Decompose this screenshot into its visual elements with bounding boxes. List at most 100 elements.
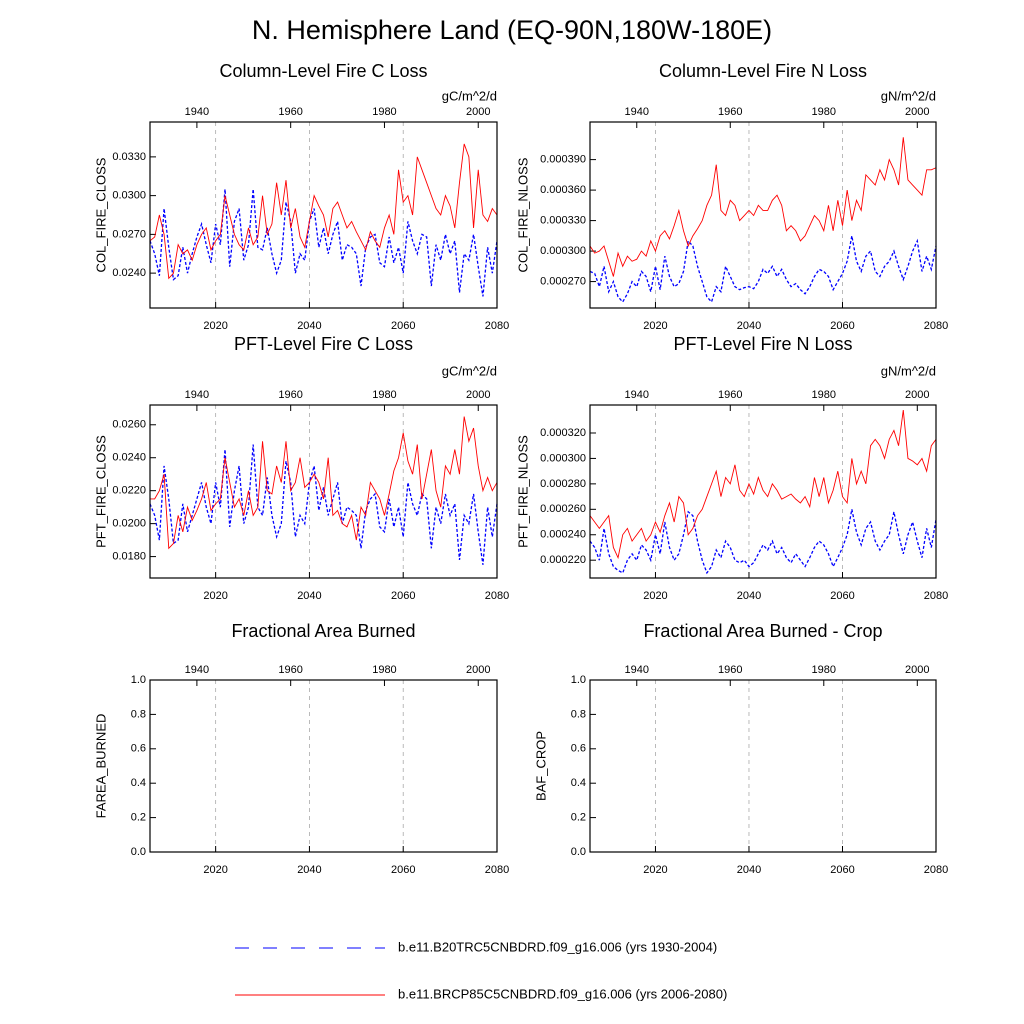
x2-tick-label: 1980 [812, 664, 836, 676]
x2-tick-label: 1960 [718, 106, 742, 118]
x2-tick-label: 1940 [185, 664, 209, 676]
series-line [149, 143, 498, 280]
y-tick-label: 0.2 [571, 812, 586, 824]
y-tick-label: 0.4 [131, 777, 146, 789]
y-tick-label: 1.0 [571, 674, 586, 686]
units-label: gN/m^2/d [881, 88, 936, 103]
plot-frame [149, 679, 498, 853]
series-line [589, 410, 937, 560]
x-tick-label: 2080 [485, 320, 509, 332]
y-tick-label: 0.0220 [112, 485, 146, 497]
series-line [149, 189, 498, 297]
x2-tick-label: 1980 [812, 389, 836, 401]
x-tick-label: 2080 [485, 590, 509, 602]
y-tick-label: 0.0180 [112, 550, 146, 562]
x2-tick-label: 2000 [905, 389, 929, 401]
x-tick-label: 2020 [643, 320, 667, 332]
y-tick-label: 0.000280 [540, 478, 586, 490]
series-line [150, 416, 498, 550]
y-tick-label: 0.000240 [540, 529, 586, 541]
y-axis-label: PFT_FIRE_NLOSS [515, 435, 530, 548]
x-tick-label: 2040 [297, 320, 321, 332]
y-tick-label: 0.000330 [540, 214, 586, 226]
x2-tick-label: 2000 [466, 389, 490, 401]
y-tick-label: 0.000220 [540, 554, 586, 566]
plot-frame [589, 404, 937, 579]
y-axis-label: COL_FIRE_NLOSS [515, 157, 530, 272]
legend-label: b.e11.BRCP85C5CNBDRD.f09_g16.006 (yrs 20… [398, 986, 727, 1001]
panel-title: Fractional Area Burned - Crop [643, 621, 882, 641]
panel-title: Column-Level Fire C Loss [219, 61, 427, 81]
plot-frame [149, 121, 498, 309]
x-tick-label: 2080 [924, 320, 948, 332]
x2-tick-label: 1940 [185, 389, 209, 401]
plot-frame [589, 121, 937, 309]
series-line [589, 137, 937, 277]
x-tick-label: 2060 [830, 320, 854, 332]
legend-label: b.e11.B20TRC5CNBDRD.f09_g16.006 (yrs 193… [398, 939, 717, 954]
y-tick-label: 0.2 [131, 812, 146, 824]
x2-tick-label: 2000 [905, 664, 929, 676]
y-tick-label: 0.0330 [112, 151, 146, 163]
units-label: gC/m^2/d [442, 363, 497, 378]
x-tick-label: 2060 [391, 864, 415, 876]
y-axis-label: COL_FIRE_CLOSS [93, 157, 108, 272]
y-tick-label: 0.0 [131, 846, 146, 858]
x2-tick-label: 1940 [185, 106, 209, 118]
x-tick-label: 2020 [203, 864, 227, 876]
x2-tick-label: 1960 [718, 389, 742, 401]
y-axis-label: FAREA_BURNED [93, 714, 108, 819]
x2-tick-label: 1960 [278, 664, 302, 676]
y-tick-label: 0.000260 [540, 503, 586, 515]
y-tick-label: 0.000360 [540, 184, 586, 196]
x2-tick-label: 1980 [812, 106, 836, 118]
units-label: gN/m^2/d [881, 363, 936, 378]
x-tick-label: 2040 [737, 320, 761, 332]
y-tick-label: 0.000300 [540, 245, 586, 257]
panel-title: Fractional Area Burned [231, 621, 415, 641]
x2-tick-label: 2000 [466, 106, 490, 118]
x2-tick-label: 1940 [625, 664, 649, 676]
x2-tick-label: 1980 [372, 106, 396, 118]
x2-tick-label: 2000 [466, 664, 490, 676]
x-tick-label: 2040 [297, 590, 321, 602]
x-tick-label: 2040 [297, 864, 321, 876]
plot-frame [589, 679, 937, 853]
y-tick-label: 0.0260 [112, 419, 146, 431]
y-tick-label: 0.0270 [112, 228, 146, 240]
plot-frame [149, 404, 498, 579]
y-tick-label: 0.6 [571, 743, 586, 755]
panel-title: PFT-Level Fire N Loss [673, 334, 852, 354]
x-tick-label: 2080 [485, 864, 509, 876]
series-line [589, 509, 937, 575]
y-tick-label: 0.6 [131, 743, 146, 755]
y-axis-label: PFT_FIRE_CLOSS [93, 435, 108, 548]
x-tick-label: 2060 [391, 590, 415, 602]
x2-tick-label: 1980 [372, 664, 396, 676]
x-tick-label: 2020 [643, 864, 667, 876]
x2-tick-label: 1960 [278, 106, 302, 118]
x-tick-label: 2060 [830, 864, 854, 876]
series-line [589, 235, 937, 304]
x-tick-label: 2020 [203, 590, 227, 602]
x-tick-label: 2020 [643, 590, 667, 602]
y-tick-label: 0.000300 [540, 452, 586, 464]
x2-tick-label: 1960 [278, 389, 302, 401]
y-tick-label: 0.0300 [112, 190, 146, 202]
units-label: gC/m^2/d [442, 88, 497, 103]
x2-tick-label: 2000 [905, 106, 929, 118]
x-tick-label: 2020 [203, 320, 227, 332]
x2-tick-label: 1940 [625, 106, 649, 118]
x-tick-label: 2080 [924, 864, 948, 876]
x-tick-label: 2060 [830, 590, 854, 602]
x-tick-label: 2040 [737, 864, 761, 876]
y-axis-label: BAF_CROP [533, 731, 548, 801]
x-tick-label: 2080 [924, 590, 948, 602]
x2-tick-label: 1960 [718, 664, 742, 676]
y-tick-label: 0.8 [131, 708, 146, 720]
y-tick-label: 0.0240 [112, 452, 146, 464]
y-tick-label: 0.000390 [540, 154, 586, 166]
y-tick-label: 0.0 [571, 846, 586, 858]
